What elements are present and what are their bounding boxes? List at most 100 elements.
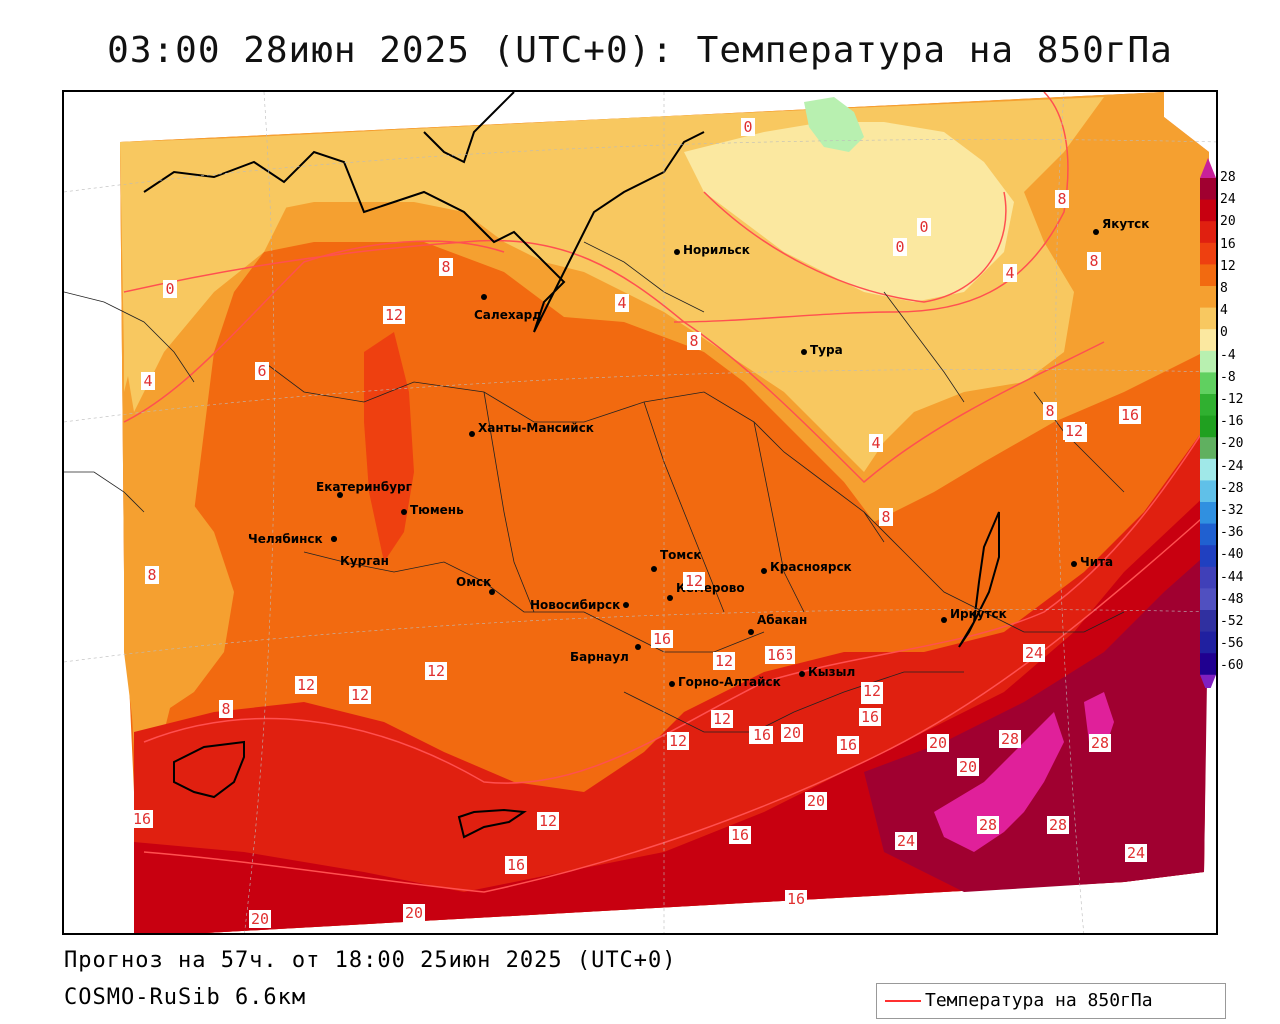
colorbar-swatch [1200,566,1216,589]
contour-value-label: 12 [711,710,733,728]
city-marker [761,568,767,574]
city-marker [801,349,807,355]
contour-value-label: 28 [1089,734,1111,752]
colorbar-level-label: -8 [1220,369,1236,385]
city-marker [481,294,487,300]
svg-text:16: 16 [133,810,151,828]
contour-value-label: 8 [219,700,233,718]
svg-text:20: 20 [959,758,977,776]
contour-value-label: 20 [805,792,827,810]
contour-value-label: 28 [977,816,999,834]
contour-value-label: 28 [1047,816,1069,834]
colorbar-swatch [1200,502,1216,525]
colorbar-level-label: -56 [1220,636,1244,652]
contour-value-label: 24 [1125,844,1147,862]
colorbar-swatch [1200,394,1216,417]
svg-text:16: 16 [507,856,525,874]
svg-text:8: 8 [689,332,698,350]
contour-value-label: 12 [667,732,689,750]
field-west-yellow [124,492,234,732]
contour-value-label: 12 [713,652,735,670]
colorbar-level-label: -36 [1220,525,1244,541]
colorbar-swatch [1200,221,1216,244]
colorbar-swatch [1200,199,1216,222]
field-band-0 [684,122,1014,302]
colorbar-level-label: -60 [1220,658,1244,674]
svg-text:12: 12 [715,652,733,670]
svg-text:4: 4 [617,294,626,312]
contour-value-label: 16 [751,726,773,744]
colorbar-level-label: 20 [1220,214,1236,230]
contour-value-label: 16 [765,646,787,664]
svg-text:12: 12 [685,572,703,590]
contour-value-label: 4 [141,372,155,390]
colorbar-level-label: -32 [1220,503,1244,518]
colorbar-level-label: -24 [1220,458,1244,474]
svg-text:16: 16 [839,736,857,754]
city-label: Норильск [683,243,750,257]
city-marker [635,644,641,650]
contour-value-label: 16 [131,810,153,828]
contour-label-layer: 0000884488126484812168121212121612161216… [131,118,1147,928]
svg-text:4: 4 [143,372,152,390]
svg-text:24: 24 [1025,644,1043,662]
colorbar-swatch [1200,437,1216,460]
svg-text:12: 12 [1065,422,1083,440]
city-label: Тюмень [410,503,464,517]
contour-value-label: 28 [999,730,1021,748]
svg-text:20: 20 [929,734,947,752]
city-marker [674,249,680,255]
svg-text:0: 0 [743,118,752,136]
contour-value-label: 8 [145,566,159,584]
coastlines [143,92,1000,839]
model-info: COSMO-RuSib 6.6км [64,985,307,1010]
svg-text:8: 8 [221,700,230,718]
colorbar-level-label: -40 [1220,547,1244,563]
city-marker [337,492,343,498]
svg-text:16: 16 [1121,406,1139,424]
colorbar-swatch [1200,415,1216,438]
city-marker [651,566,657,572]
svg-text:12: 12 [713,710,731,728]
svg-text:4: 4 [871,434,880,452]
city-label: Тура [810,343,843,357]
colorbar-top-arrow [1200,158,1216,178]
colorbar-swatch [1200,329,1216,352]
city-marker [469,431,475,437]
colorbar-level-label: -44 [1220,569,1244,585]
contour-value-label: 8 [687,332,701,350]
graticule [64,92,1216,933]
svg-text:12: 12 [297,676,315,694]
svg-text:8: 8 [441,258,450,276]
svg-text:4: 4 [1005,264,1014,282]
colorbar-level-label: 8 [1220,281,1228,296]
colorbar-swatch [1200,545,1216,568]
city-label: Томск [660,548,702,562]
contour-value-label: 12 [383,306,405,324]
city-label: Якутск [1102,217,1149,231]
contour-value-label: 12 [1063,422,1085,440]
contour-value-label: 12 [861,682,883,700]
city-label: Курган [340,554,389,568]
legend-box: Температура на 850гПа [876,983,1226,1019]
city-marker [1071,561,1077,567]
colorbar-swatch [1200,653,1216,676]
city-label: Иркутск [950,607,1007,621]
colorbar-level-label: -48 [1220,591,1244,607]
svg-text:12: 12 [539,812,557,830]
colorbar-level-label: 0 [1220,325,1228,341]
colorbar-swatch [1200,286,1216,309]
colorbar-swatch [1200,350,1216,373]
colorbar-level-label: -20 [1220,436,1244,452]
colorbar-swatch [1200,631,1216,654]
city-label: Омск [456,575,491,589]
svg-text:16: 16 [653,630,671,648]
colorbar-swatch [1200,610,1216,633]
city-marker [941,617,947,623]
city-label: Новосибирск [530,598,620,612]
svg-text:12: 12 [351,686,369,704]
contour-value-label: 8 [1087,252,1101,270]
svg-text:0: 0 [895,238,904,256]
colorbar-swatch [1200,372,1216,395]
city-marker [623,602,629,608]
